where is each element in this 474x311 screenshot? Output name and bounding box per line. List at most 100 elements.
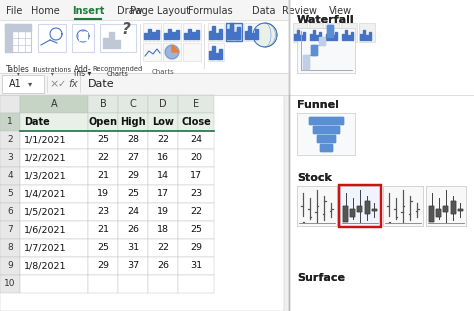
Text: 29: 29	[190, 244, 202, 253]
Bar	[183, 43, 201, 61]
Text: Formulas: Formulas	[188, 6, 232, 16]
Bar	[168, 29, 171, 39]
Bar	[148, 275, 178, 293]
Text: 3: 3	[7, 154, 13, 163]
Text: A: A	[51, 99, 57, 109]
Polygon shape	[172, 45, 179, 52]
Bar	[325, 23, 339, 42]
Bar	[327, 25, 333, 37]
Bar	[360, 34, 363, 40]
Bar	[163, 43, 181, 61]
Text: Surface: Surface	[297, 273, 345, 283]
Bar	[118, 149, 148, 167]
Bar	[297, 113, 355, 155]
Bar	[335, 32, 337, 40]
Text: 24: 24	[127, 207, 139, 216]
Bar	[88, 113, 118, 131]
Bar	[0, 149, 20, 167]
Text: Date: Date	[88, 79, 115, 89]
Bar	[297, 186, 337, 226]
Text: 17: 17	[157, 189, 169, 198]
Text: 29: 29	[127, 171, 139, 180]
Bar	[178, 221, 214, 239]
Bar	[172, 32, 175, 39]
Bar	[237, 27, 240, 39]
Text: 1/8/2021: 1/8/2021	[24, 262, 66, 271]
Bar	[88, 131, 118, 149]
Bar	[176, 30, 179, 39]
Bar	[365, 201, 370, 214]
Bar	[20, 95, 88, 113]
Text: Stock: Stock	[297, 173, 332, 183]
Bar	[458, 209, 463, 211]
Bar	[5, 24, 31, 52]
Bar	[320, 144, 332, 151]
Bar	[303, 32, 306, 40]
Bar	[0, 185, 20, 203]
Text: 7: 7	[7, 225, 13, 234]
Text: 19: 19	[157, 207, 169, 216]
Bar	[0, 73, 474, 95]
Bar	[357, 206, 363, 212]
Bar	[0, 0, 474, 95]
Bar	[183, 23, 201, 41]
Text: 23: 23	[190, 189, 202, 198]
Text: 1/6/2021: 1/6/2021	[24, 225, 66, 234]
Text: 31: 31	[190, 262, 202, 271]
Text: 18: 18	[157, 225, 169, 234]
Text: 8: 8	[7, 244, 13, 253]
Bar	[178, 95, 214, 113]
Bar	[436, 209, 441, 217]
Bar	[383, 186, 423, 226]
Bar	[319, 32, 321, 40]
Bar	[359, 23, 375, 42]
Bar	[20, 203, 88, 221]
Text: 4: 4	[7, 171, 13, 180]
Bar	[178, 203, 214, 221]
Bar	[178, 149, 214, 167]
Text: 22: 22	[97, 154, 109, 163]
Bar	[118, 221, 148, 239]
Bar	[0, 95, 284, 311]
Text: 26: 26	[127, 225, 139, 234]
Bar	[88, 221, 118, 239]
Text: 24: 24	[190, 136, 202, 145]
Bar	[313, 126, 339, 133]
Bar	[297, 186, 337, 226]
Text: Insert: Insert	[72, 6, 104, 16]
Text: Recommended: Recommended	[93, 66, 143, 72]
Bar	[118, 203, 148, 221]
Bar	[341, 23, 357, 42]
Bar	[79, 32, 87, 40]
Bar	[219, 49, 222, 59]
Bar	[109, 32, 114, 48]
Bar	[118, 185, 148, 203]
Text: Close: Close	[181, 117, 211, 127]
Text: 28: 28	[127, 136, 139, 145]
Text: Draw: Draw	[117, 6, 143, 16]
Bar	[100, 24, 136, 52]
Bar	[230, 23, 234, 39]
Bar	[0, 167, 20, 185]
Text: Open: Open	[89, 117, 118, 127]
Bar	[226, 23, 242, 41]
Bar	[311, 45, 317, 55]
Bar	[357, 206, 363, 212]
Text: E: E	[193, 99, 199, 109]
Bar	[0, 131, 20, 149]
Bar	[339, 185, 381, 227]
Bar	[369, 32, 372, 40]
Bar	[216, 53, 219, 59]
Bar	[303, 55, 309, 69]
Text: Funnel: Funnel	[297, 100, 339, 110]
Text: fx: fx	[68, 79, 78, 89]
Bar	[343, 206, 348, 222]
Text: B: B	[100, 99, 106, 109]
Bar	[0, 275, 20, 293]
Text: Stock: Stock	[297, 173, 332, 183]
Bar	[20, 257, 88, 275]
Bar	[148, 167, 178, 185]
Text: 37: 37	[127, 262, 139, 271]
Bar	[178, 275, 214, 293]
Bar	[327, 25, 333, 37]
